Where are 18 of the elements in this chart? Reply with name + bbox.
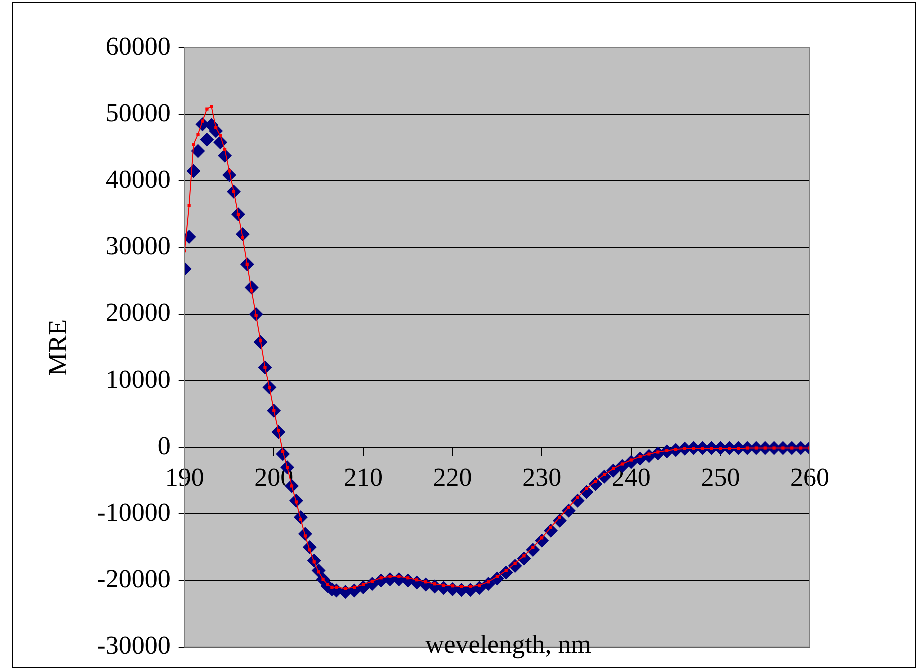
x-tick-label: 190 [165, 463, 204, 492]
y-tick-label: 20000 [106, 298, 171, 328]
y-tick-label: 30000 [106, 232, 171, 261]
y-tick-label: 60000 [106, 32, 171, 61]
x-axis-title: wevelength, nm [424, 630, 593, 660]
y-tick-label: 10000 [106, 364, 171, 394]
y-tick-label: -30000 [97, 631, 171, 660]
y-tick-label: -20000 [97, 564, 171, 594]
y-tick-label: 50000 [106, 98, 171, 128]
y-axis-title: MRE [43, 320, 72, 376]
x-tick-label: 230 [522, 463, 562, 492]
x-tick-label: 250 [701, 463, 740, 492]
x-tick-label: 210 [344, 463, 383, 492]
y-tick-label: -10000 [97, 498, 171, 528]
x-tick-label: 260 [790, 463, 830, 492]
y-tick-label: 0 [158, 431, 171, 460]
x-tick-label: 220 [433, 463, 472, 492]
y-tick-label: 40000 [106, 165, 171, 194]
